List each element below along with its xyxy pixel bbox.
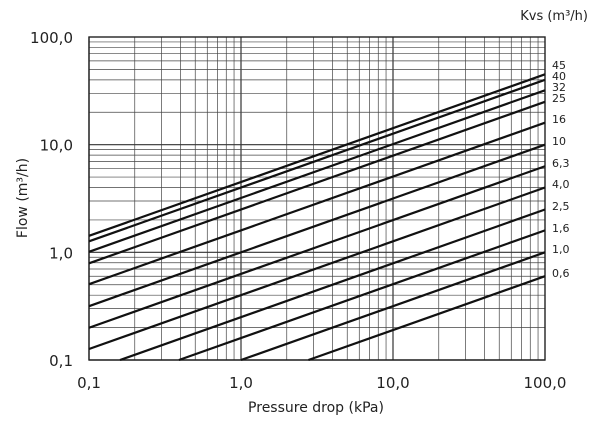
kvs-label: 25 [552,92,566,105]
series-line-kvs-32 [88,89,546,253]
x-axis-title: Pressure drop (kPa) [248,400,384,416]
y-tick-label: 10,0 [40,137,73,155]
series-line-kvs-2-5 [119,208,546,362]
tick-labels: 0,1 1,0 10,0 100,0 0,1 1,0 10,0 100,0 [30,29,566,392]
series-line-kvs-0-6 [308,275,546,362]
kvs-label: 10 [552,135,566,148]
series-line-kvs-25 [88,100,546,265]
kvs-label: 1,6 [552,222,570,235]
series-line-kvs-45 [88,73,546,237]
kvs-label: 1,0 [552,243,570,256]
series-line-kvs-1-6 [178,229,546,362]
series-line-kvs-1-0 [240,251,546,362]
kvs-label: 32 [552,81,566,94]
y-tick-label: 1,0 [49,244,73,262]
kvs-label: 2,5 [552,200,570,213]
series-line-kvs-4-0 [88,186,546,351]
kvs-label: 16 [552,113,566,126]
kvs-label: 4,0 [552,178,570,191]
x-tick-label: 10,0 [376,374,409,392]
series-lines [88,73,546,362]
series-line-kvs-6-3 [88,165,546,329]
x-tick-label: 100,0 [524,374,567,392]
y-axis-title: Flow (m³/h) [15,158,31,238]
kvs-label: 6,3 [552,157,570,170]
y-tick-label: 100,0 [30,29,73,47]
series-line-kvs-40 [88,78,546,243]
plot-frame [88,36,546,361]
kvs-label: 45 [552,59,566,72]
kvs-label: 0,6 [552,267,570,280]
kvs-label: 40 [552,70,566,83]
kvs-header: Kvs (m³/h) [520,9,588,24]
series-line-kvs-16 [88,121,546,286]
x-tick-label: 1,0 [229,374,253,392]
x-tick-label: 0,1 [77,374,101,392]
y-tick-label: 0,1 [49,352,73,370]
series-line-kvs-10 [88,143,546,308]
